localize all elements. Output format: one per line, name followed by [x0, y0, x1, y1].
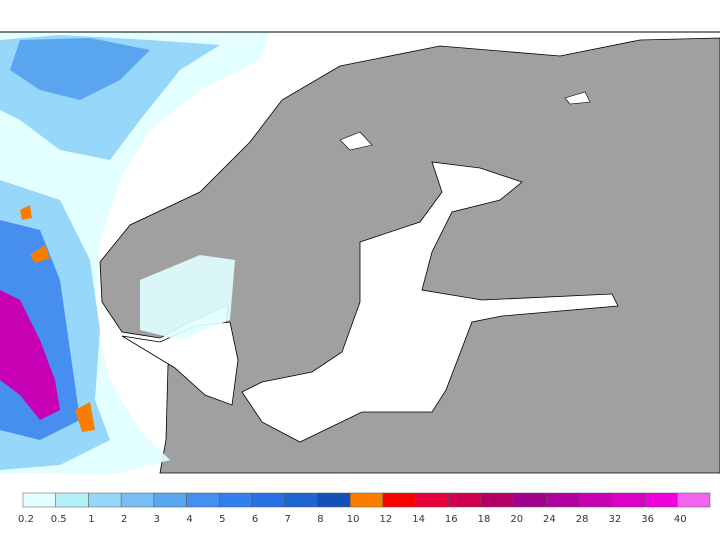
color-swatch — [317, 492, 351, 508]
color-swatch — [219, 492, 253, 508]
legend-label: 24 — [543, 514, 556, 525]
color-swatch — [611, 492, 645, 508]
legend-label: 8 — [317, 514, 323, 525]
color-swatch — [349, 492, 384, 508]
color-swatch — [513, 492, 547, 508]
legend-label: 3 — [154, 514, 160, 525]
color-swatch — [578, 492, 613, 508]
legend-label: 16 — [445, 514, 458, 525]
precipitation-area — [75, 402, 95, 432]
legend-label: 28 — [576, 514, 589, 525]
legend-label: 12 — [379, 514, 392, 525]
legend-label: 2 — [121, 514, 127, 525]
color-swatch — [153, 492, 187, 508]
legend-label: 5 — [219, 514, 225, 525]
legend-label: 0.5 — [51, 514, 67, 525]
color-swatch — [22, 492, 56, 508]
legend-label: 40 — [674, 514, 687, 525]
legend-label: 18 — [478, 514, 491, 525]
legend-label: 0.2 — [18, 514, 34, 525]
legend-label: 36 — [641, 514, 654, 525]
precipitation-area — [10, 38, 150, 100]
legend-label: 6 — [252, 514, 258, 525]
color-swatch — [448, 492, 482, 508]
color-swatch — [382, 492, 416, 508]
color-swatch — [88, 492, 122, 508]
color-swatch — [186, 492, 220, 508]
legend-label: 10 — [347, 514, 360, 525]
legend-label: 7 — [285, 514, 291, 525]
precipitation-area — [20, 205, 32, 220]
precipitation-area — [0, 290, 60, 420]
color-swatch — [546, 492, 580, 508]
legend-label: 20 — [510, 514, 523, 525]
color-swatch — [644, 492, 678, 508]
color-swatch — [251, 492, 285, 508]
legend-label: 1 — [88, 514, 94, 525]
legend-label: 4 — [186, 514, 192, 525]
precipitation-area — [30, 245, 50, 263]
lake — [339, 131, 373, 151]
baltic-sea — [241, 161, 619, 443]
precipitation-area — [140, 255, 235, 340]
lake — [564, 91, 591, 105]
colorbar: 0.2 0.5 1 2 3 4 5 6 7 8 10 12 14 16 18 20 24 28 32 36 40 — [18, 492, 711, 525]
color-swatch — [120, 492, 155, 508]
color-swatch — [415, 492, 449, 508]
legend-label: 32 — [608, 514, 621, 525]
color-swatch — [677, 492, 711, 508]
color-swatch — [55, 492, 89, 508]
color-swatch — [480, 492, 514, 508]
color-swatch — [284, 492, 318, 508]
legend-label: 14 — [412, 514, 425, 525]
